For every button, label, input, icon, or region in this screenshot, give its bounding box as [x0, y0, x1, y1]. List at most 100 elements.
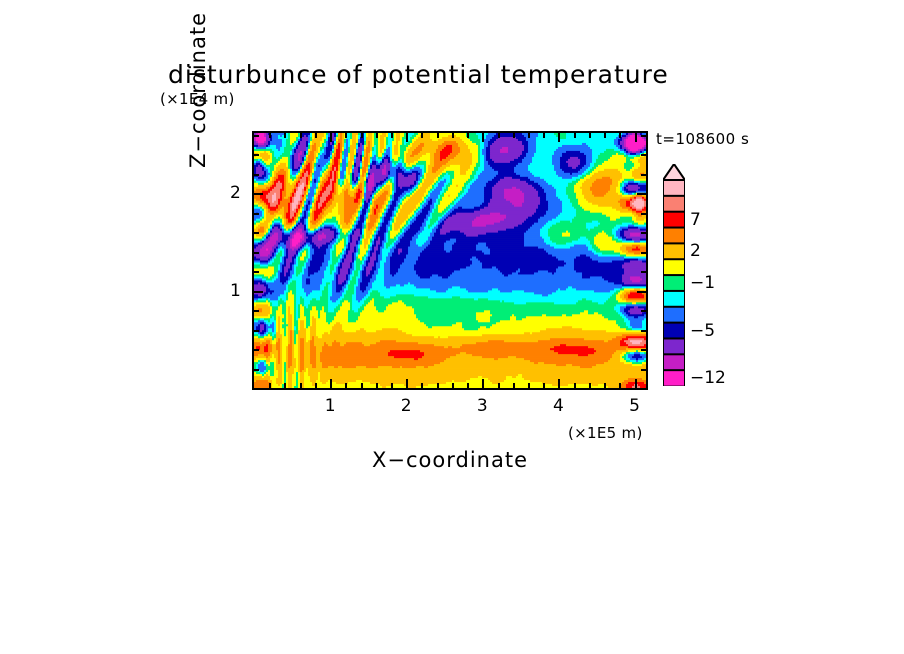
- tick-mark: [482, 379, 484, 388]
- x-tick-label: 5: [629, 396, 640, 416]
- tick-mark: [315, 383, 317, 388]
- tick-mark: [558, 379, 560, 388]
- tick-mark: [467, 133, 469, 138]
- colorbar-band-cyan: [663, 289, 685, 309]
- tick-mark: [284, 133, 286, 138]
- tick-mark: [254, 232, 259, 234]
- tick-mark: [330, 133, 332, 142]
- colorbar-band-orange: [663, 226, 685, 245]
- tick-mark: [254, 252, 259, 254]
- tick-mark: [513, 383, 515, 388]
- tick-mark: [254, 154, 259, 156]
- z-axis-unit-label: (×1E4 m): [160, 90, 235, 108]
- tick-mark: [406, 133, 408, 142]
- x-tick-label: 1: [324, 396, 336, 416]
- tick-mark: [254, 310, 259, 312]
- tick-mark: [641, 252, 646, 254]
- tick-mark: [345, 383, 347, 388]
- tick-mark: [421, 383, 423, 388]
- colorbar-tick-label: −5: [690, 320, 716, 341]
- tick-mark: [300, 133, 302, 138]
- tick-mark: [361, 133, 363, 138]
- colorbar-band-magenta: [663, 369, 685, 386]
- tick-mark: [300, 383, 302, 388]
- tick-mark: [269, 383, 271, 388]
- colorbar-band-blue: [663, 305, 685, 325]
- contour-plot-area: [252, 131, 648, 390]
- tick-mark: [498, 383, 500, 388]
- tick-mark: [543, 383, 545, 388]
- colorbar-extend-arrow: [663, 164, 685, 181]
- tick-mark: [254, 174, 259, 176]
- tick-mark: [641, 213, 646, 215]
- tick-mark: [641, 135, 646, 137]
- tick-mark: [467, 383, 469, 388]
- colorbar-band-purple: [663, 337, 685, 356]
- tick-mark: [635, 133, 637, 142]
- tick-mark: [254, 135, 259, 137]
- y-tick-label: 1: [230, 280, 241, 301]
- tick-mark: [391, 383, 393, 388]
- contour-field: [254, 133, 646, 388]
- tick-mark: [284, 383, 286, 388]
- tick-mark: [482, 133, 484, 142]
- tick-mark: [376, 383, 378, 388]
- tick-mark: [330, 379, 332, 388]
- time-annotation: t=108600 s: [656, 130, 750, 148]
- tick-mark: [641, 174, 646, 176]
- page-title: disturbunce of potential temperature: [168, 60, 669, 89]
- tick-mark: [254, 349, 259, 351]
- tick-mark: [254, 193, 263, 195]
- tick-mark: [637, 193, 646, 195]
- tick-mark: [574, 383, 576, 388]
- tick-mark: [619, 383, 621, 388]
- tick-mark: [641, 349, 646, 351]
- tick-mark: [452, 133, 454, 138]
- tick-mark: [558, 133, 560, 142]
- tick-mark: [604, 383, 606, 388]
- tick-mark: [641, 232, 646, 234]
- tick-mark: [254, 213, 259, 215]
- tick-mark: [254, 330, 259, 332]
- colorbar-tick-label: −1: [690, 273, 716, 293]
- tick-mark: [452, 383, 454, 388]
- tick-mark: [361, 383, 363, 388]
- tick-mark: [254, 291, 263, 293]
- tick-mark: [406, 379, 408, 388]
- tick-mark: [641, 310, 646, 312]
- tick-mark: [254, 271, 259, 273]
- x-tick-label: 3: [476, 396, 488, 416]
- tick-mark: [589, 133, 591, 138]
- colorbar-tick-label: 2: [690, 241, 701, 262]
- tick-mark: [574, 133, 576, 138]
- x-tick-label: 4: [553, 396, 564, 416]
- tick-mark: [421, 133, 423, 138]
- tick-mark: [498, 133, 500, 138]
- tick-mark: [641, 369, 646, 371]
- colorbar-band-spring-green: [663, 274, 685, 293]
- tick-mark: [641, 330, 646, 332]
- x-tick-label: 2: [400, 396, 412, 416]
- colorbar-band-light-pink: [663, 179, 685, 198]
- tick-mark: [543, 133, 545, 138]
- tick-mark: [513, 133, 515, 138]
- x-axis-unit-label: (×1E5 m): [568, 424, 643, 442]
- colorbar-band-gold: [663, 242, 685, 261]
- colorbar-band-salmon: [663, 194, 685, 214]
- tick-mark: [619, 133, 621, 138]
- colorbar-tick-label: −12: [690, 368, 726, 389]
- tick-mark: [345, 133, 347, 138]
- tick-mark: [437, 383, 439, 388]
- tick-mark: [269, 133, 271, 138]
- x-axis-title: X−coordinate: [372, 448, 528, 472]
- tick-mark: [437, 133, 439, 138]
- tick-mark: [254, 369, 259, 371]
- tick-mark: [641, 271, 646, 273]
- colorbar-bands: [663, 164, 685, 386]
- tick-mark: [637, 291, 646, 293]
- tick-mark: [589, 383, 591, 388]
- tick-mark: [376, 133, 378, 138]
- tick-mark: [604, 133, 606, 138]
- colorbar-band-yellow: [663, 258, 685, 277]
